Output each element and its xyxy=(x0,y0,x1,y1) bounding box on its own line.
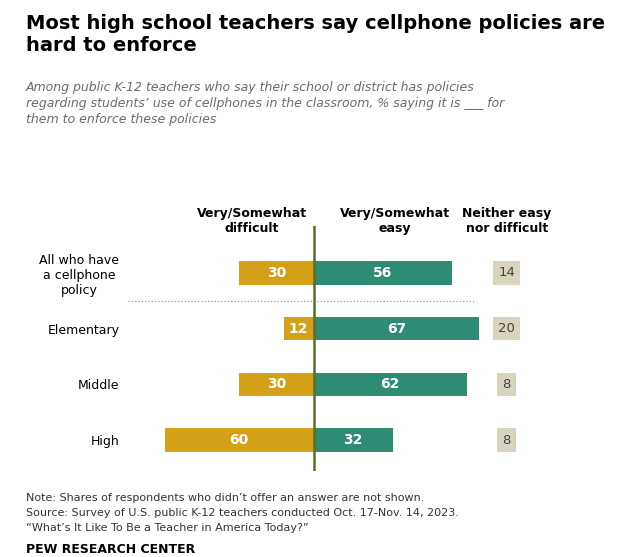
Text: 20: 20 xyxy=(498,322,515,335)
Text: “What’s It Like To Be a Teacher in America Today?”: “What’s It Like To Be a Teacher in Ameri… xyxy=(26,523,308,533)
Text: Source: Survey of U.S. public K-12 teachers conducted Oct. 17-Nov. 14, 2023.: Source: Survey of U.S. public K-12 teach… xyxy=(26,508,458,518)
Bar xyxy=(314,373,467,396)
Text: 8: 8 xyxy=(502,433,511,447)
Text: 30: 30 xyxy=(266,377,286,392)
Text: Among public K-12 teachers who say their school or district has policies
regardi: Among public K-12 teachers who say their… xyxy=(26,81,504,126)
Text: 14: 14 xyxy=(498,266,515,280)
Text: Most high school teachers say cellphone policies are
hard to enforce: Most high school teachers say cellphone … xyxy=(26,14,604,55)
Bar xyxy=(314,317,479,340)
Bar xyxy=(314,261,452,285)
Text: Note: Shares of respondents who didn’t offer an answer are not shown.: Note: Shares of respondents who didn’t o… xyxy=(26,493,424,503)
Bar xyxy=(284,317,314,340)
Text: 8: 8 xyxy=(502,378,511,391)
Text: 12: 12 xyxy=(289,321,309,336)
Text: PEW RESEARCH CENTER: PEW RESEARCH CENTER xyxy=(26,543,195,556)
Bar xyxy=(239,373,314,396)
Text: 62: 62 xyxy=(381,377,400,392)
Text: 56: 56 xyxy=(373,266,392,280)
Text: 32: 32 xyxy=(343,433,363,447)
Text: Neither easy
nor difficult: Neither easy nor difficult xyxy=(462,207,551,235)
Text: 30: 30 xyxy=(266,266,286,280)
Bar xyxy=(165,428,314,452)
Text: Very/Somewhat
easy: Very/Somewhat easy xyxy=(340,207,450,235)
Bar xyxy=(314,428,393,452)
Bar xyxy=(239,261,314,285)
Text: 67: 67 xyxy=(387,321,406,336)
Text: 60: 60 xyxy=(229,433,249,447)
Text: Very/Somewhat
difficult: Very/Somewhat difficult xyxy=(197,207,307,235)
